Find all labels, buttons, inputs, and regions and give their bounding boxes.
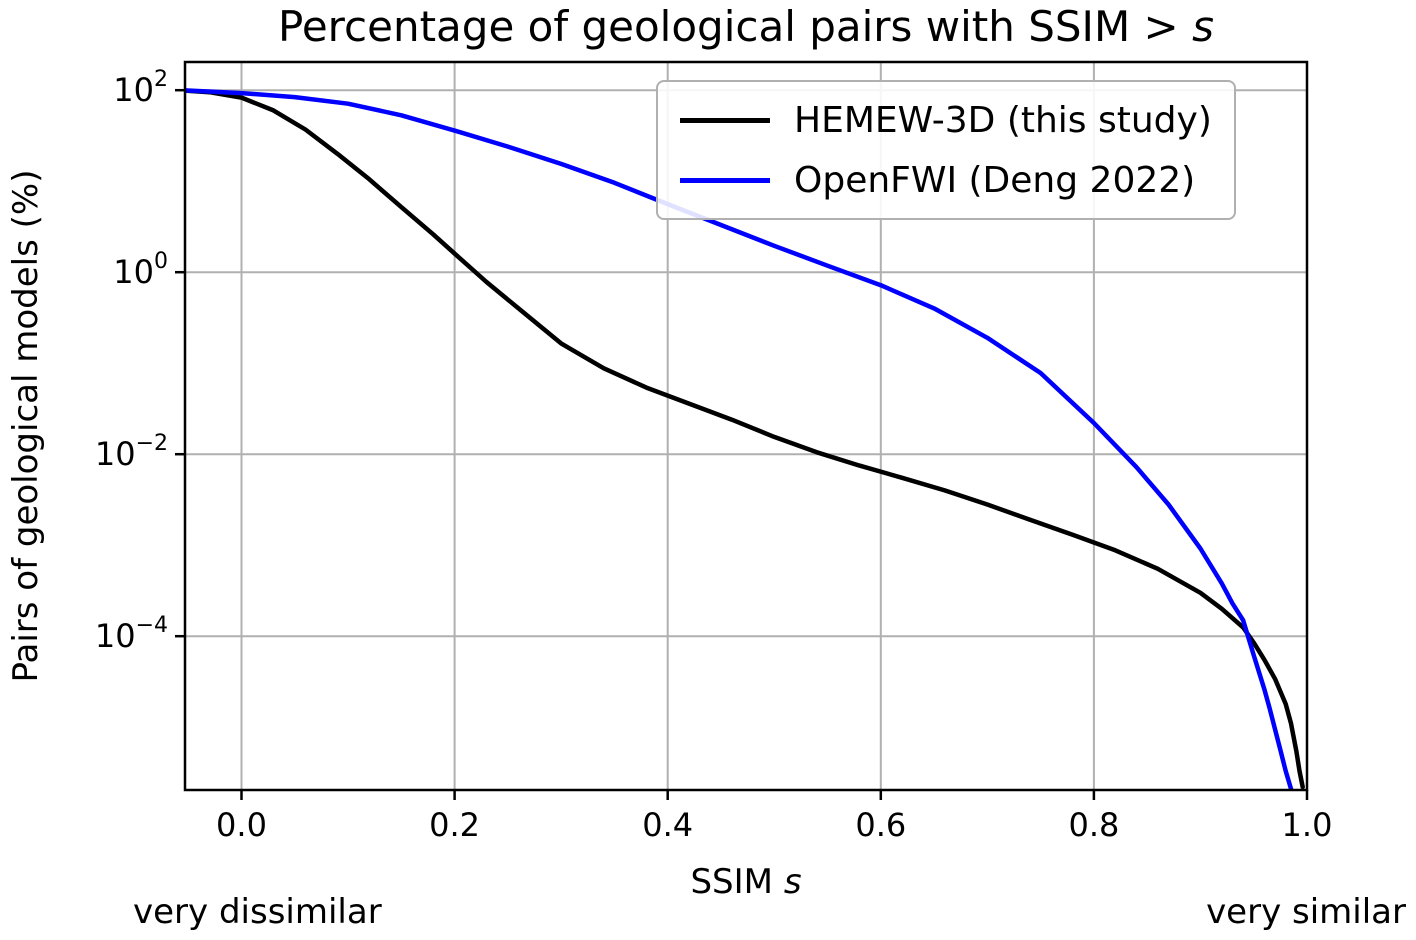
legend-line-swatch	[680, 177, 770, 183]
legend-item-0: HEMEW-3D (this study)	[680, 92, 1212, 148]
x-axis-label-text: SSIM	[690, 862, 784, 902]
x-tick-label: 0.2	[429, 806, 480, 844]
x-axis-label: SSIM s	[185, 862, 1307, 902]
x-axis-label-variable: s	[783, 862, 802, 902]
legend: HEMEW-3D (this study) OpenFWI (Deng 2022)	[656, 80, 1236, 220]
x-tick-label: 1.0	[1282, 806, 1333, 844]
annotation-very-similar: very similar	[1206, 892, 1406, 932]
legend-item-label: OpenFWI (Deng 2022)	[794, 159, 1196, 201]
x-tick-label: 0.6	[855, 806, 906, 844]
chart-title: Percentage of geological pairs with SSIM…	[185, 2, 1307, 51]
legend-item-1: OpenFWI (Deng 2022)	[680, 152, 1212, 208]
annotation-very-dissimilar: very dissimilar	[133, 892, 382, 932]
x-tick-label: 0.0	[216, 806, 267, 844]
x-tick-label: 0.4	[642, 806, 693, 844]
chart-title-variable: s	[1192, 2, 1214, 51]
legend-item-label: HEMEW-3D (this study)	[794, 99, 1212, 141]
series-line-1	[185, 88, 1294, 790]
axes-spines	[183, 60, 1309, 792]
y-tick-label: 10−2	[95, 431, 168, 473]
legend-line-swatch	[680, 117, 770, 123]
y-axis-label: Pairs of geological models (%)	[6, 169, 46, 683]
y-tick-label: 102	[113, 67, 168, 109]
y-tick-label: 100	[113, 249, 168, 291]
y-tick-label: 10−4	[95, 613, 168, 655]
chart-title-text: Percentage of geological pairs with SSIM…	[278, 2, 1193, 51]
x-tick-label: 0.8	[1068, 806, 1119, 844]
series-line-0	[185, 88, 1305, 790]
